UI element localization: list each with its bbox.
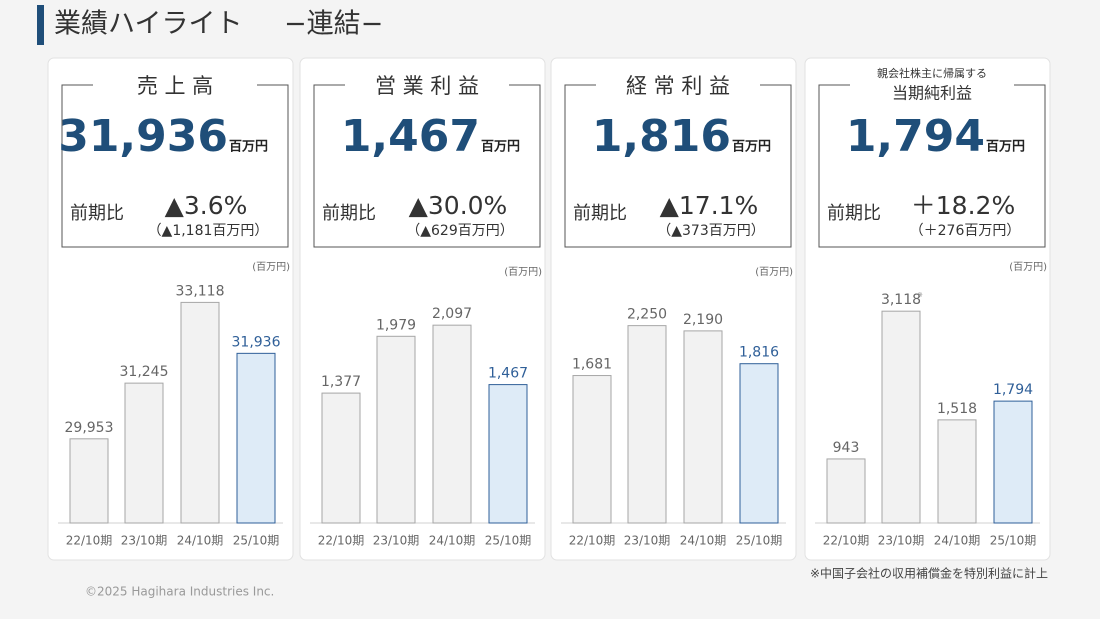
change: ▲3.6% <box>165 191 248 220</box>
panel <box>804 57 1051 561</box>
category-label: 22/10期 <box>318 534 365 548</box>
change-detail: （▲629百万円） <box>406 223 514 239</box>
change-detail: （▲1,181百万円） <box>148 223 269 239</box>
unit-label: (百万円) <box>1009 261 1047 273</box>
value-label: 1,467 <box>488 366 528 382</box>
category-label: 25/10期 <box>485 534 532 548</box>
category-label: 24/10期 <box>934 534 981 548</box>
unit-label: (百万円) <box>504 266 542 278</box>
compare-label: 前期比 <box>573 203 627 224</box>
subtitle: −連結− <box>284 9 383 40</box>
panel <box>47 57 294 561</box>
change: ▲17.1% <box>660 191 759 220</box>
title: 業績ハイライト <box>54 9 242 40</box>
panel <box>299 57 546 561</box>
value-label: 1,681 <box>572 357 612 373</box>
bar <box>180 301 220 524</box>
bar <box>826 458 866 524</box>
label-backdrop <box>345 70 509 102</box>
bar <box>739 363 779 524</box>
annotation-mark: ※ <box>917 291 923 299</box>
bar <box>69 438 109 524</box>
change-detail: （▲373百万円） <box>657 223 765 239</box>
kpi-unit: 百万円 <box>481 140 520 155</box>
change: ▲30.0% <box>409 191 508 220</box>
category-label: 25/10期 <box>990 534 1037 548</box>
bar <box>376 335 416 524</box>
kpi-unit: 百万円 <box>732 140 771 155</box>
bar <box>236 352 276 524</box>
value-label: 33,118 <box>176 283 225 299</box>
category-label: 23/10期 <box>121 534 168 548</box>
category-label: 22/10期 <box>569 534 616 548</box>
category-label: 24/10期 <box>680 534 727 548</box>
category-label: 23/10期 <box>878 534 925 548</box>
bar <box>937 419 977 524</box>
compare-label: 前期比 <box>322 203 376 224</box>
bar <box>124 382 164 524</box>
value-label: 1,816 <box>739 345 779 361</box>
category-label: 24/10期 <box>177 534 224 548</box>
change-detail: （＋276百万円） <box>910 223 1021 239</box>
value-label: 2,250 <box>627 307 667 323</box>
label-backdrop <box>93 70 257 102</box>
category-label: 25/10期 <box>233 534 280 548</box>
unit-label: (百万円) <box>755 266 793 278</box>
bar <box>627 325 667 524</box>
value-label: 943 <box>833 440 860 456</box>
category-label: 22/10期 <box>823 534 870 548</box>
label-backdrop <box>596 70 760 102</box>
category-label: 23/10期 <box>624 534 671 548</box>
bar <box>321 392 361 524</box>
kpi-value: 1,794 <box>846 111 985 162</box>
category-label: 24/10期 <box>429 534 476 548</box>
kpi-value: 1,467 <box>341 111 480 162</box>
change: ＋18.2% <box>911 191 1015 220</box>
title-accent <box>37 5 44 45</box>
value-label: 2,097 <box>432 306 472 322</box>
copyright: ©2025 Hagihara Industries Inc. <box>85 585 274 599</box>
category-label: 23/10期 <box>373 534 420 548</box>
value-label: 1,518 <box>937 401 977 417</box>
category-label: 25/10期 <box>736 534 783 548</box>
value-label: 29,953 <box>65 420 114 436</box>
value-label: 1,794 <box>993 382 1033 398</box>
value-label: 3,118 <box>881 292 921 308</box>
unit-label: (百万円) <box>252 261 290 273</box>
value-label: 1,377 <box>321 374 361 390</box>
kpi-value: 31,936 <box>58 111 228 162</box>
value-label: 31,936 <box>232 334 281 350</box>
kpi-label: 営 業 利 益 <box>375 74 479 98</box>
footnote: ※中国子会社の収用補償金を特別利益に計上 <box>810 566 1048 581</box>
compare-label: 前期比 <box>70 203 124 224</box>
bar <box>432 324 472 524</box>
kpi-label-note: 親会社株主に帰属する <box>877 66 987 80</box>
kpi-unit: 百万円 <box>986 140 1025 155</box>
bar <box>572 375 612 524</box>
value-label: 31,245 <box>120 364 169 380</box>
kpi-label: 売 上 高 <box>137 74 213 98</box>
label-backdrop <box>850 70 1014 102</box>
bar <box>993 400 1033 524</box>
kpi-label: 経 常 利 益 <box>626 74 730 98</box>
category-label: 22/10期 <box>66 534 113 548</box>
bar <box>683 330 723 524</box>
compare-label: 前期比 <box>827 203 881 224</box>
bar <box>488 384 528 524</box>
panel <box>550 57 797 561</box>
kpi-unit: 百万円 <box>229 140 268 155</box>
kpi-label: 当期純利益 <box>892 84 972 103</box>
kpi-value: 1,816 <box>592 111 731 162</box>
value-label: 2,190 <box>683 312 723 328</box>
value-label: 1,979 <box>376 317 416 333</box>
bar <box>881 310 921 524</box>
